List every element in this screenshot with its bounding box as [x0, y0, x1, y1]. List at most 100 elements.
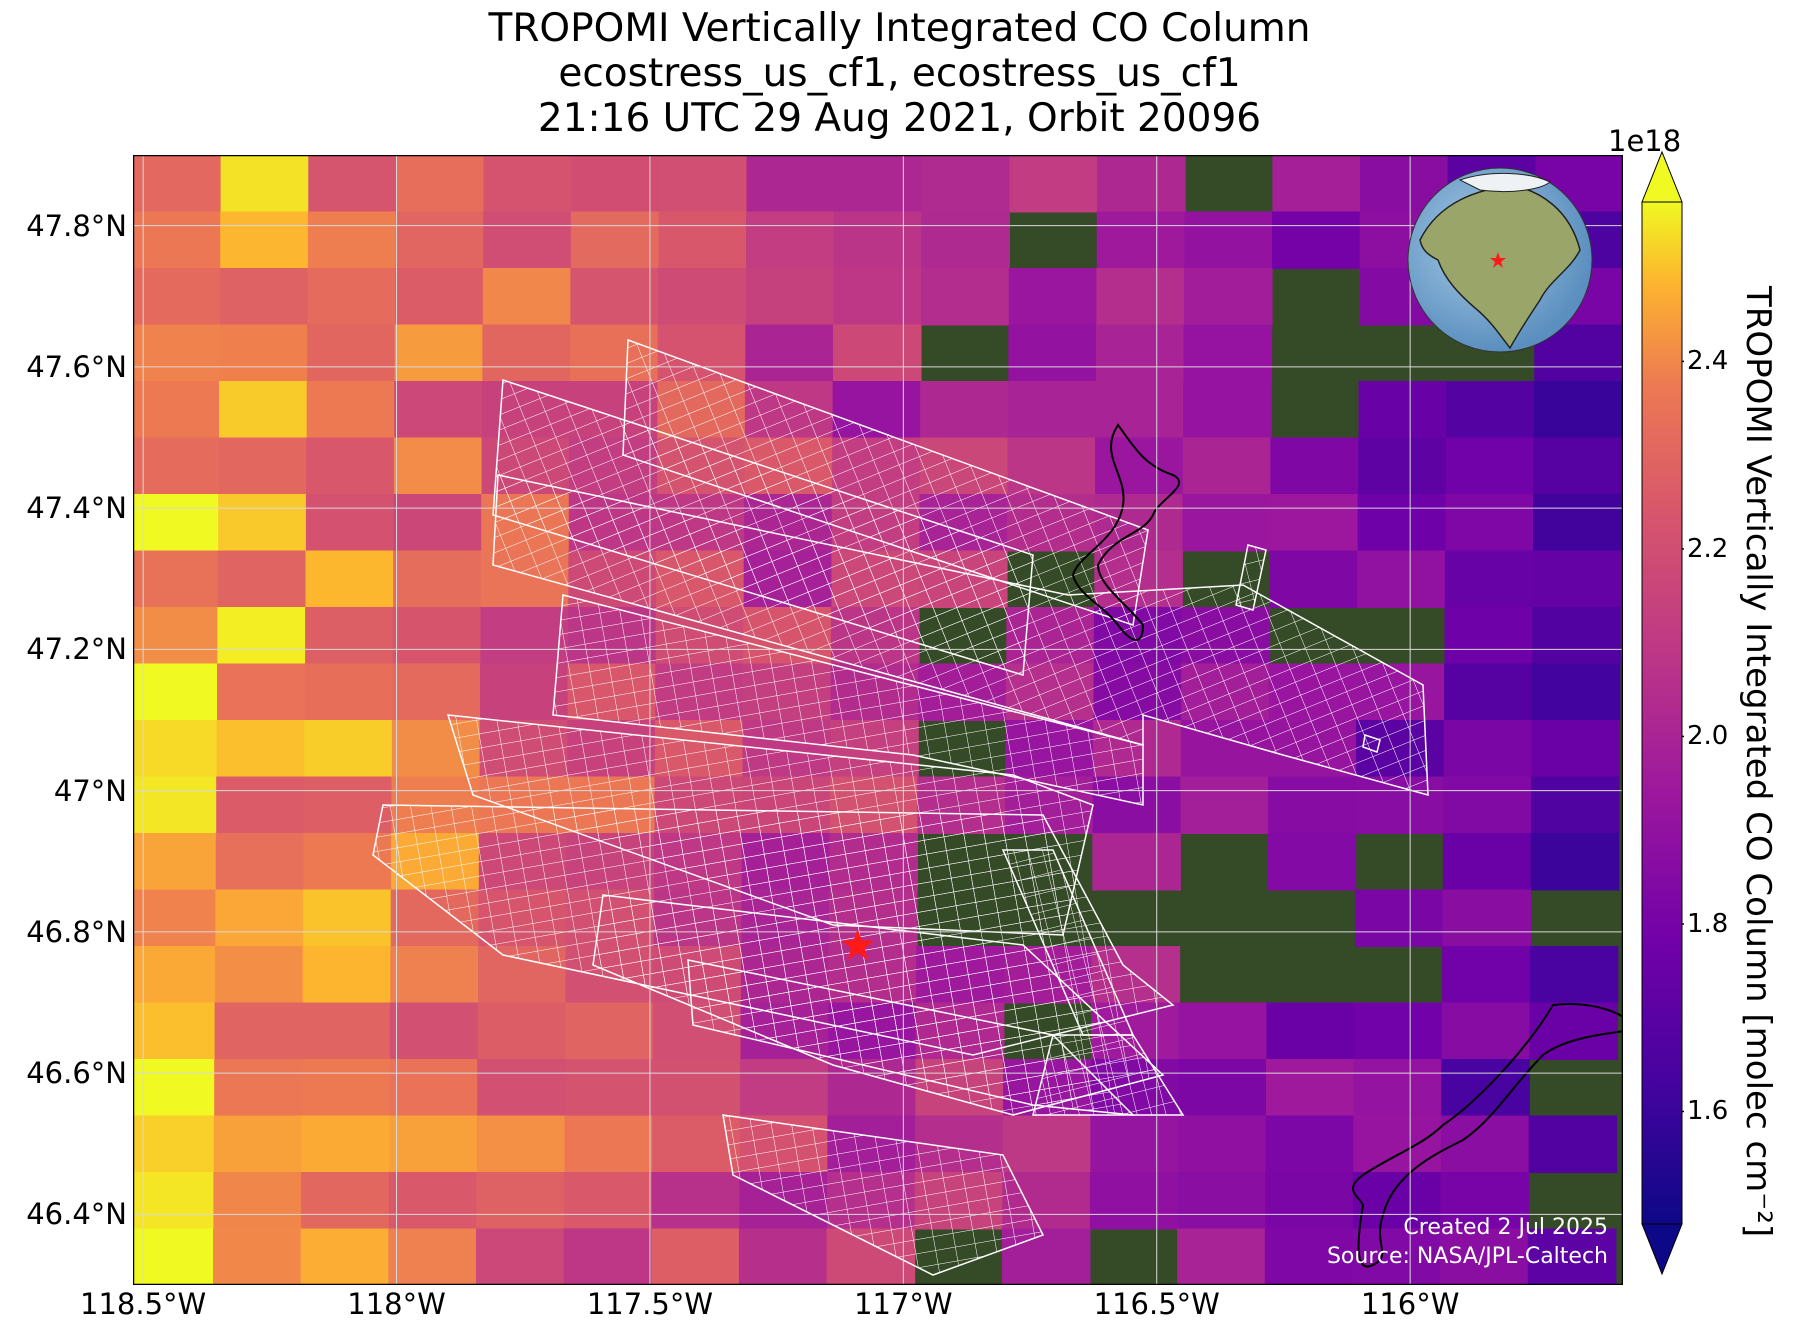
co-pixel [477, 1002, 567, 1060]
co-pixel [565, 1002, 654, 1060]
colorbar-tick-label: 1.8 [1687, 908, 1729, 939]
co-pixel [388, 1172, 478, 1230]
co-pixel [1445, 494, 1534, 552]
colorbar-tick-label: 2.4 [1687, 346, 1729, 377]
co-pixel [133, 889, 217, 947]
co-pixel [1532, 607, 1621, 665]
co-pixel [1272, 155, 1361, 213]
co-pixel [1092, 833, 1181, 891]
co-pixel [1178, 1115, 1267, 1173]
co-pixel [1266, 1059, 1355, 1117]
colorbar-tick-marks [1682, 360, 1684, 1113]
co-pixel [395, 155, 485, 213]
co-pixel [1353, 1059, 1443, 1117]
footprint-strip-small-1 [1235, 544, 1267, 611]
co-pixel [133, 720, 218, 778]
co-pixel [219, 381, 308, 439]
river-outline-south [1351, 1003, 1623, 1268]
colorbar-top-arrow [1641, 150, 1683, 203]
co-pixel [133, 1115, 215, 1173]
co-pixel [921, 268, 1010, 326]
globe-star-icon [1490, 252, 1506, 268]
co-pixel [303, 776, 393, 834]
co-pixel [133, 1228, 214, 1285]
co-pixel [306, 437, 395, 495]
co-pixel [1533, 381, 1623, 439]
co-pixel [395, 211, 485, 269]
co-pixel [738, 1228, 828, 1285]
co-pixel [1352, 1228, 1442, 1285]
colorbar-label: TROPOMI Vertically Integrated CO Column … [1738, 286, 1778, 1238]
co-pixel [304, 720, 393, 778]
co-pixel [1268, 776, 1357, 834]
co-pixel [220, 211, 309, 269]
co-pixel [133, 1172, 215, 1230]
co-pixel [213, 1172, 302, 1230]
co-pixel [833, 324, 922, 382]
co-pixel [392, 663, 481, 721]
longitude-label: 116°W [1360, 1287, 1460, 1321]
co-pixel [1528, 1115, 1618, 1173]
co-pixel [307, 211, 397, 269]
co-pixel [1445, 437, 1535, 495]
co-pixel [133, 324, 221, 382]
co-pixel [1095, 324, 1185, 382]
co-pixel [1354, 1002, 1443, 1060]
co-pixel [305, 607, 394, 665]
co-pixel [217, 550, 307, 608]
co-pixel [745, 324, 834, 382]
co-pixel [304, 663, 394, 721]
latitude-label: 46.4°N [26, 1197, 127, 1232]
co-pixel [306, 381, 396, 439]
co-pixel [217, 607, 306, 665]
co-pixel [133, 381, 220, 439]
latitude-label: 47.6°N [26, 349, 127, 384]
latitude-label: 47.2°N [26, 632, 127, 667]
co-pixel [1266, 1002, 1355, 1060]
co-pixel [482, 324, 571, 382]
co-pixel [564, 1172, 653, 1230]
map-panel [133, 155, 1623, 1285]
co-pixel [302, 1002, 391, 1060]
latitude-label: 47°N [53, 773, 127, 808]
co-pixel [302, 946, 392, 1004]
co-pixel [133, 607, 219, 665]
plot-title-line-3: 21:16 UTC 29 Aug 2021, Orbit 20096 [537, 96, 1262, 141]
co-pixel [1183, 381, 1272, 439]
longitude-label: 117°W [854, 1287, 953, 1321]
co-pixel [480, 607, 569, 665]
co-pixel [213, 1115, 303, 1173]
co-pixel [1090, 1115, 1179, 1173]
co-pixel [1352, 1172, 1442, 1230]
co-pixel [216, 720, 306, 778]
co-pixel [395, 268, 484, 326]
co-pixel [651, 1228, 740, 1285]
co-pixel [1440, 1172, 1530, 1230]
co-pixel [1095, 437, 1184, 495]
co-pixel [476, 1115, 566, 1173]
co-pixel [1177, 1228, 1266, 1285]
co-pixel [215, 889, 304, 947]
co-pixel [1264, 1228, 1354, 1285]
co-pixel [652, 1059, 742, 1117]
co-pixel [133, 1002, 216, 1060]
longitude-label: 117.5°W [586, 1287, 714, 1321]
co-pixel [1440, 1228, 1529, 1285]
co-pixel [571, 155, 660, 213]
co-pixel [1533, 437, 1622, 495]
co-pixel [133, 946, 216, 1004]
co-pixel [564, 1115, 653, 1173]
co-pixel [219, 324, 308, 382]
co-pixel [133, 663, 218, 721]
co-pixel [133, 155, 222, 213]
co-pixel [390, 946, 479, 1004]
co-pixel [301, 1059, 391, 1117]
plot-title-line-1: TROPOMI Vertically Integrated CO Column [488, 6, 1311, 51]
co-pixel [133, 211, 222, 269]
co-pixel [1097, 155, 1186, 213]
co-pixel [214, 1059, 303, 1117]
longitude-label: 118.5°W [80, 1287, 207, 1321]
co-pixel [1096, 268, 1185, 326]
co-pixel [1531, 776, 1620, 834]
colorbar-exponent: 1e18 [1608, 124, 1682, 158]
